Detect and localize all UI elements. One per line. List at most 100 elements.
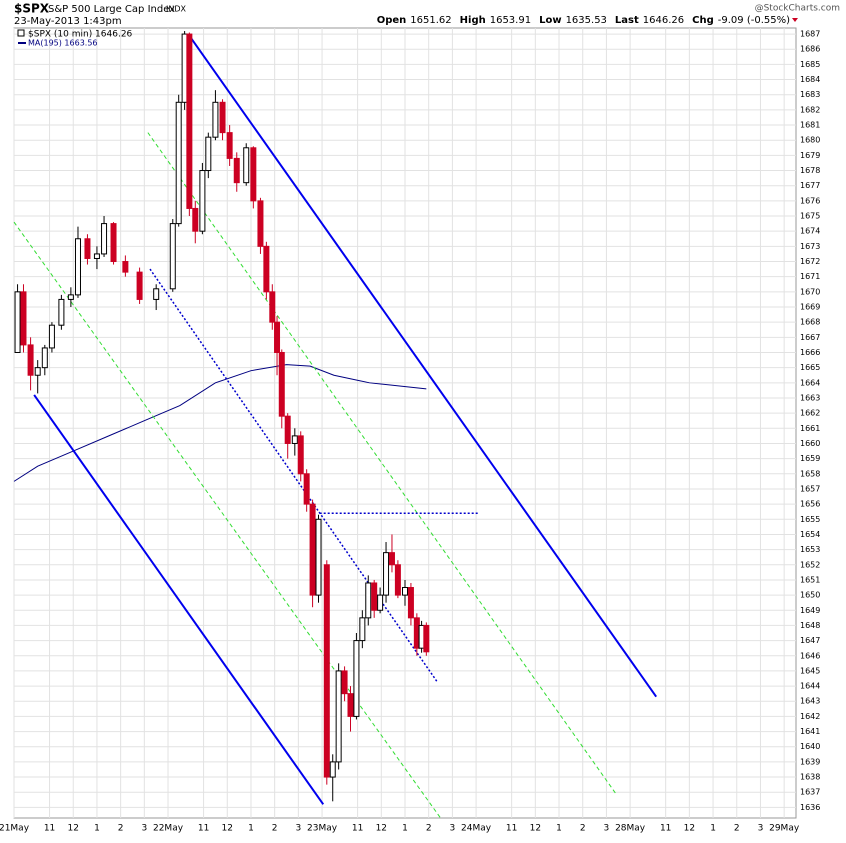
y-tick-label: 1637 bbox=[800, 788, 820, 797]
candle-body bbox=[335, 670, 342, 763]
candle-body bbox=[284, 415, 291, 444]
x-tick-label: 11 bbox=[660, 824, 671, 834]
candle-body bbox=[407, 587, 414, 619]
x-tick-label: 12 bbox=[222, 824, 233, 834]
x-tick-label: 11 bbox=[44, 824, 55, 834]
candle-body bbox=[14, 291, 21, 353]
candle-body bbox=[34, 367, 41, 376]
candle-body bbox=[257, 200, 264, 247]
x-tick-label: 1 bbox=[402, 824, 408, 834]
candle-body bbox=[291, 435, 298, 444]
candle-body bbox=[205, 136, 212, 172]
candle-body bbox=[186, 33, 193, 209]
x-tick-label: 2 bbox=[426, 824, 432, 834]
candle-body bbox=[48, 324, 55, 349]
subtitle: 23-May-2013 1:43pm bbox=[14, 16, 122, 27]
candle-body bbox=[192, 207, 199, 232]
y-tick-label: 1665 bbox=[800, 363, 820, 372]
candle-body bbox=[269, 291, 276, 323]
x-tick-label: 12 bbox=[530, 824, 541, 834]
y-tick-label: 1652 bbox=[800, 560, 820, 569]
y-tick-label: 1670 bbox=[800, 287, 820, 296]
x-tick-label: 3 bbox=[450, 824, 456, 834]
legend-label: $SPX (10 min) 1646.26 bbox=[28, 30, 133, 40]
candle-body bbox=[250, 147, 257, 202]
candle-body bbox=[359, 617, 366, 642]
candle-body bbox=[347, 693, 354, 717]
ma-line bbox=[13, 364, 427, 482]
candle-body bbox=[309, 503, 316, 596]
y-tick-label: 1686 bbox=[800, 45, 820, 54]
y-tick-label: 1657 bbox=[800, 484, 820, 493]
x-tick-label: 3 bbox=[141, 824, 147, 834]
x-tick-label: 1 bbox=[710, 824, 716, 834]
quote-label: Last bbox=[615, 15, 639, 26]
trend-line bbox=[13, 221, 441, 819]
y-tick-label: 1681 bbox=[800, 121, 820, 130]
y-tick-label: 1673 bbox=[800, 242, 820, 251]
x-tick-label: 2 bbox=[272, 824, 278, 834]
y-tick-label: 1669 bbox=[800, 303, 820, 312]
y-tick-label: 1676 bbox=[800, 196, 820, 205]
candle-body bbox=[226, 132, 233, 159]
y-tick-label: 1662 bbox=[800, 409, 820, 418]
candle-body bbox=[383, 552, 390, 596]
y-tick-label: 1648 bbox=[800, 621, 820, 630]
x-tick-label: 22May bbox=[153, 824, 184, 834]
quote-value: 1646.26 bbox=[643, 15, 684, 26]
candle-body bbox=[84, 238, 91, 259]
exchange: INDX bbox=[166, 5, 187, 14]
candle-body bbox=[122, 261, 129, 273]
x-tick-label: 28May bbox=[615, 824, 646, 834]
candle-body bbox=[303, 473, 310, 505]
quote-label: Low bbox=[539, 15, 561, 26]
y-tick-label: 1658 bbox=[800, 469, 820, 478]
x-tick-label: 1 bbox=[556, 824, 562, 834]
x-tick-label: 2 bbox=[118, 824, 124, 834]
candle-body bbox=[243, 147, 250, 184]
candle-body bbox=[388, 552, 395, 566]
candle-body bbox=[74, 238, 81, 296]
chart-title: S&P 500 Large Cap Index bbox=[48, 4, 175, 15]
y-tick-label: 1664 bbox=[800, 378, 820, 387]
legend-label: MA(195) 1663.56 bbox=[28, 39, 98, 48]
candle-body bbox=[27, 344, 34, 376]
candle-body bbox=[175, 101, 182, 225]
quote-label: High bbox=[460, 15, 486, 26]
x-tick-label: 12 bbox=[68, 824, 79, 834]
x-tick-label: 3 bbox=[295, 824, 301, 834]
y-tick-label: 1644 bbox=[800, 682, 820, 691]
x-tick-label: 3 bbox=[604, 824, 610, 834]
y-tick-label: 1647 bbox=[800, 636, 820, 645]
candle-body bbox=[394, 564, 401, 596]
y-tick-label: 1639 bbox=[800, 757, 820, 766]
y-tick-label: 1659 bbox=[800, 454, 820, 463]
candle-body bbox=[199, 170, 206, 232]
x-tick-label: 23May bbox=[307, 824, 338, 834]
quote-marker bbox=[792, 18, 798, 22]
x-tick-label: 2 bbox=[580, 824, 586, 834]
x-tick-label: 2 bbox=[734, 824, 740, 834]
y-tick-label: 1671 bbox=[800, 272, 820, 281]
y-tick-label: 1677 bbox=[800, 181, 820, 190]
y-tick-label: 1651 bbox=[800, 575, 820, 584]
quote-value: 1651.62 bbox=[410, 15, 451, 26]
quote-value: -9.09 (-0.55%) bbox=[718, 15, 790, 26]
candle-body bbox=[153, 288, 160, 300]
candle-body bbox=[136, 271, 143, 300]
trend-line bbox=[187, 33, 658, 698]
legend-icon bbox=[17, 29, 25, 37]
y-tick-label: 1653 bbox=[800, 545, 820, 554]
candle-body bbox=[297, 435, 304, 475]
y-tick-label: 1650 bbox=[800, 591, 820, 600]
candle-body bbox=[341, 670, 348, 695]
quote-label: Open bbox=[377, 15, 407, 26]
x-tick-label: 1 bbox=[94, 824, 100, 834]
quote-value: 1653.91 bbox=[490, 15, 531, 26]
candle-body bbox=[212, 101, 219, 138]
y-tick-label: 1679 bbox=[800, 151, 820, 160]
candle-body bbox=[233, 157, 240, 184]
x-tick-label: 24May bbox=[461, 824, 492, 834]
y-tick-label: 1640 bbox=[800, 742, 820, 751]
candle-body bbox=[101, 223, 108, 255]
